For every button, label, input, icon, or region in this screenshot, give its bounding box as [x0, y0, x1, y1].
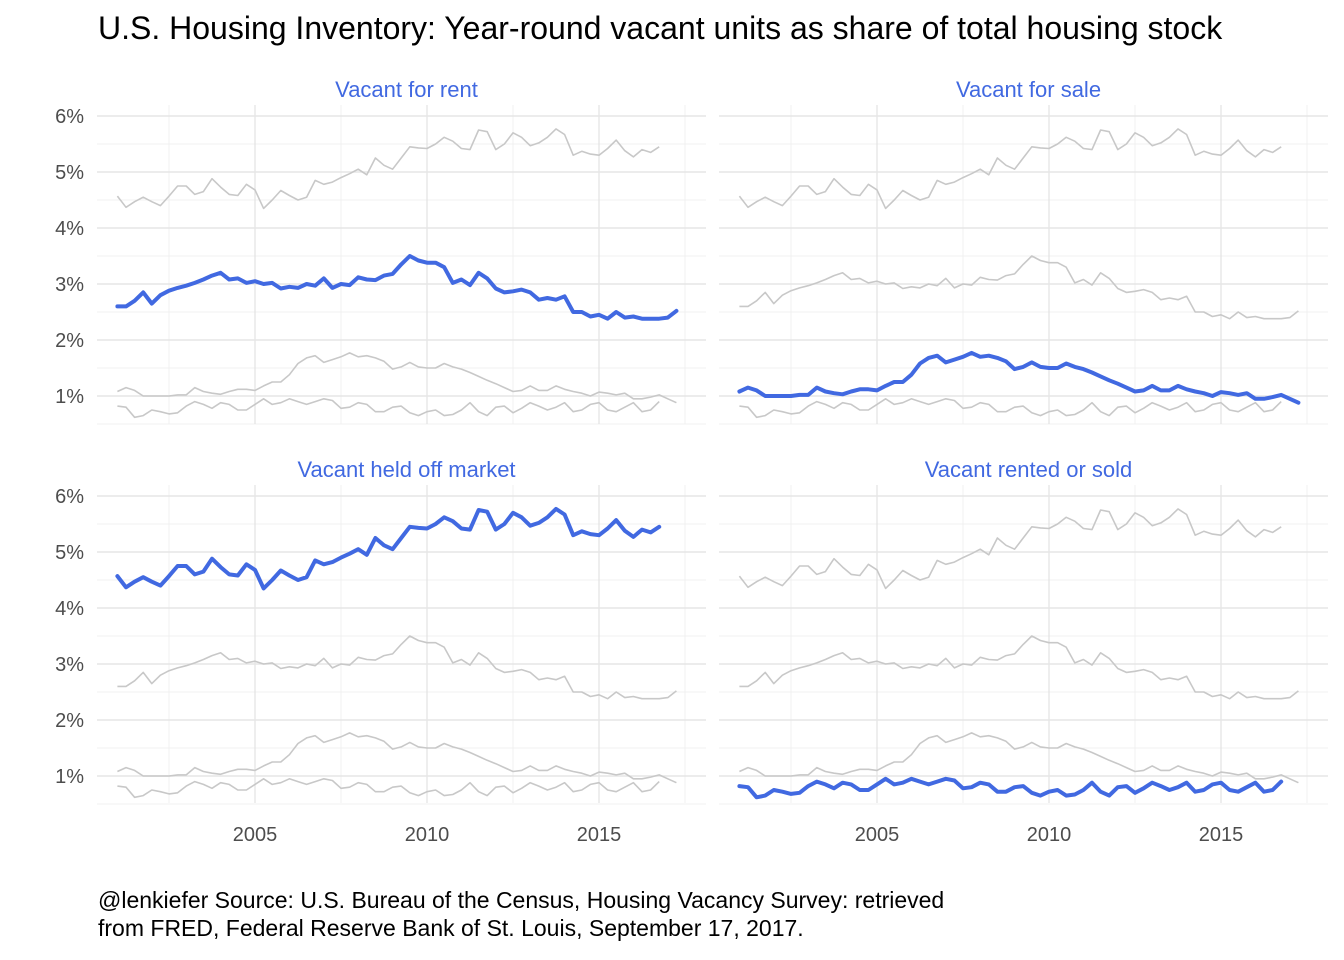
background-line-vacant-rented-or-sold: [739, 398, 1282, 419]
x-tick-label: 2005: [233, 824, 278, 846]
background-line-vacant-for-rent: [739, 635, 1299, 700]
facet-label-vacant-held-off-market: Vacant held off market: [297, 457, 515, 482]
chart-title: U.S. Housing Inventory: Year-round vacan…: [98, 10, 1223, 46]
x-tick-label: 2015: [577, 824, 622, 846]
panel-vacant-held-off-market: Vacant held off market 1% 2% 3% 4% 5% 6% 2005 20…: [55, 457, 706, 846]
chart-caption: @lenkiefer Source: U.S. Bureau of the Ce…: [98, 886, 944, 942]
background-line-vacant-for-rent: [739, 255, 1299, 320]
x-tick-label: 2005: [855, 824, 900, 846]
y-tick-label: 3%: [55, 274, 84, 296]
facet-label-vacant-rented-or-sold: Vacant rented or sold: [925, 457, 1133, 482]
y-tick-label: 4%: [55, 218, 84, 240]
caption-line-1: @lenkiefer Source: U.S. Bureau of the Ce…: [98, 887, 945, 913]
y-tick-label: 6%: [55, 106, 84, 128]
x-tick-label: 2010: [1027, 824, 1072, 846]
background-line-vacant-for-rent: [117, 635, 677, 700]
highlight-line-vacant-rented-or-sold: [737, 776, 1284, 800]
background-line-vacant-held-off-market: [738, 128, 1282, 210]
y-tick-label: 5%: [55, 542, 84, 564]
facet-label-vacant-for-sale: Vacant for sale: [956, 77, 1101, 102]
highlight-line-vacant-held-off-market: [115, 506, 662, 591]
background-line-vacant-rented-or-sold: [117, 778, 660, 799]
background-line-vacant-held-off-market: [738, 508, 1282, 590]
x-tick-label: 2015: [1199, 824, 1244, 846]
y-tick-label: 2%: [55, 710, 84, 732]
y-tick-label: 4%: [55, 598, 84, 620]
background-line-vacant-for-sale: [117, 352, 677, 404]
y-tick-label: 5%: [55, 162, 84, 184]
background-line-vacant-for-sale: [739, 732, 1299, 784]
y-tick-label: 1%: [55, 386, 84, 408]
y-tick-label: 3%: [55, 654, 84, 676]
panel-vacant-rented-or-sold: Vacant rented or sold 2005 2010 2015: [719, 457, 1328, 846]
caption-line-2: from FRED, Federal Reserve Bank of St. L…: [98, 915, 804, 941]
y-tick-label: 6%: [55, 486, 84, 508]
background-line-vacant-held-off-market: [116, 128, 660, 210]
highlight-line-vacant-for-sale: [737, 350, 1301, 405]
x-tick-label: 2010: [405, 824, 450, 846]
y-tick-label: 2%: [55, 330, 84, 352]
panel-vacant-for-sale: Vacant for sale: [719, 77, 1328, 425]
y-tick-label: 1%: [55, 766, 84, 788]
background-line-vacant-rented-or-sold: [117, 398, 660, 419]
highlight-line-vacant-for-rent: [115, 254, 679, 321]
panel-vacant-for-rent: Vacant for rent 1% 2% 3% 4% 5% 6%: [55, 77, 706, 425]
facet-label-vacant-for-rent: Vacant for rent: [335, 77, 478, 102]
background-line-vacant-for-sale: [117, 732, 677, 784]
